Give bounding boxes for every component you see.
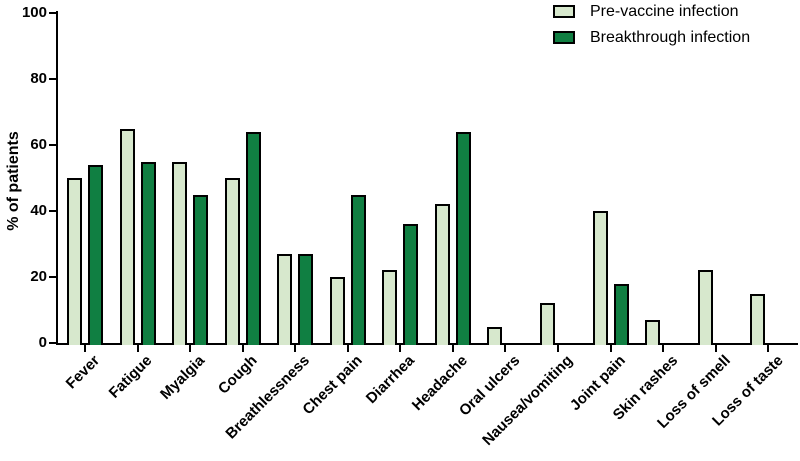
x-axis-tick xyxy=(346,345,349,352)
x-axis-tick xyxy=(504,345,507,352)
bar-pre-vaccine xyxy=(750,293,766,345)
x-axis-tick xyxy=(714,345,717,352)
bar-pre-vaccine xyxy=(119,128,135,345)
x-axis-label: Fatigue xyxy=(105,352,156,402)
x-axis-tick xyxy=(84,345,86,352)
bar-pre-vaccine xyxy=(434,204,450,345)
x-axis-label: Myalgia xyxy=(157,352,209,403)
x-axis-tick xyxy=(556,345,559,352)
y-axis-tick xyxy=(49,276,56,278)
x-axis-tick xyxy=(189,345,192,352)
x-axis-tick xyxy=(451,345,454,352)
y-tick-label: 40 xyxy=(30,202,47,219)
legend: Pre-vaccine infection Breakthrough infect… xyxy=(553,3,750,46)
bar-breakthrough xyxy=(350,194,366,345)
legend-item: Pre-vaccine infection xyxy=(553,3,750,20)
y-axis-line xyxy=(56,11,58,345)
y-tick-label: 20 xyxy=(30,268,47,285)
bar-breakthrough xyxy=(193,194,209,345)
bar-pre-vaccine xyxy=(645,319,661,345)
y-axis-tick xyxy=(49,144,56,146)
x-axis-label: Nausea/vomiting xyxy=(479,352,576,449)
x-axis-tick xyxy=(662,345,665,352)
x-axis-tick xyxy=(136,345,139,352)
bar-breakthrough xyxy=(88,164,103,345)
legend-label: Pre-vaccine infection xyxy=(590,3,739,20)
y-axis-tick xyxy=(49,342,56,344)
bar-pre-vaccine xyxy=(539,303,555,345)
bar-pre-vaccine xyxy=(487,326,503,345)
legend-swatch xyxy=(553,31,575,44)
x-axis-label: Fever xyxy=(62,352,104,393)
x-axis-label: Diarrhea xyxy=(363,352,419,408)
y-axis-tick xyxy=(49,12,56,14)
x-axis-tick xyxy=(609,345,612,352)
bar-pre-vaccine xyxy=(277,253,293,345)
bar-breakthrough xyxy=(403,224,419,345)
bar-pre-vaccine xyxy=(67,178,82,345)
y-tick-label: 80 xyxy=(30,70,47,87)
legend-label: Breakthrough infection xyxy=(590,29,751,46)
x-axis-line xyxy=(56,343,798,345)
bar-breakthrough xyxy=(140,161,156,345)
bar-breakthrough xyxy=(245,131,261,345)
bar-breakthrough xyxy=(298,253,314,345)
legend-item: Breakthrough infection xyxy=(553,29,750,46)
y-tick-label: 100 xyxy=(21,4,47,21)
x-axis-tick xyxy=(399,345,402,352)
y-axis-title: % of patients xyxy=(5,131,22,231)
y-tick-label: 60 xyxy=(30,136,47,153)
y-tick-label: 0 xyxy=(38,334,47,351)
bar-pre-vaccine xyxy=(329,277,345,345)
bar-pre-vaccine xyxy=(697,270,713,345)
bar-breakthrough xyxy=(613,283,629,345)
x-axis-tick xyxy=(241,345,244,352)
y-axis-tick xyxy=(49,210,56,212)
x-axis-tick xyxy=(767,345,770,352)
bar-breakthrough xyxy=(455,131,471,345)
x-axis-tick xyxy=(294,345,297,352)
bar-pre-vaccine xyxy=(172,161,188,345)
y-axis-tick xyxy=(49,78,56,80)
x-axis-label: Cough xyxy=(215,352,261,398)
bar-pre-vaccine xyxy=(382,270,398,345)
bar-pre-vaccine xyxy=(592,211,608,345)
legend-swatch xyxy=(553,5,575,18)
bar-pre-vaccine xyxy=(224,178,240,345)
